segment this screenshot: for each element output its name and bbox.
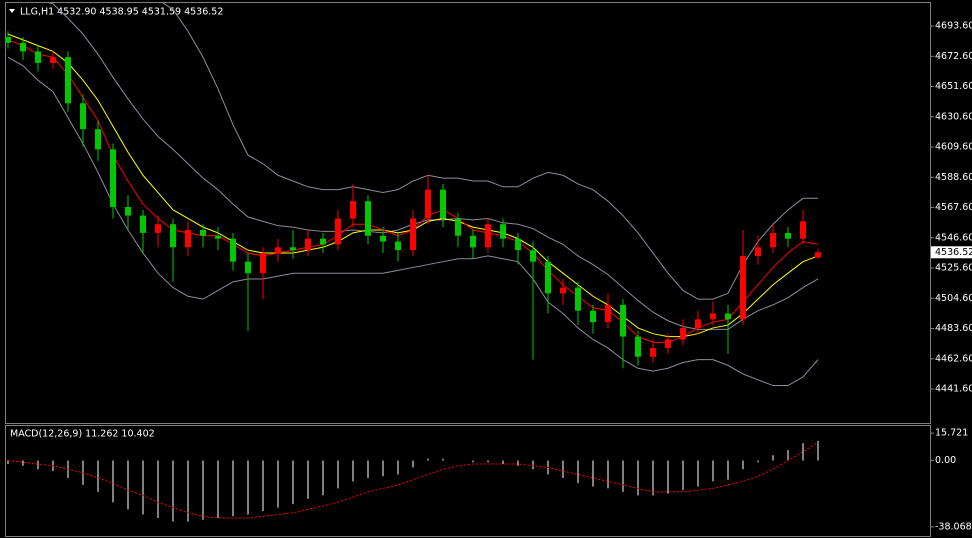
macd-signal	[7, 441, 819, 519]
candle-body	[425, 189, 431, 219]
candle-body	[305, 238, 311, 251]
candle-body	[485, 224, 491, 248]
candle-body	[155, 224, 161, 233]
candle-body	[815, 252, 821, 258]
candle-body	[620, 304, 626, 337]
candle-body	[20, 42, 26, 52]
candle-body	[260, 253, 266, 274]
price-axis: 4693.60 4672.60 4651.60 4630.60 4609.60 4588.…	[930, 21, 972, 532]
candle-body	[365, 201, 371, 236]
candle-body	[590, 310, 596, 323]
candle-body	[275, 247, 281, 254]
candle-body	[440, 189, 446, 219]
y-tick-label: 4567.60	[935, 202, 972, 213]
candle-body	[5, 36, 11, 43]
candle-body	[50, 57, 56, 63]
candle-body	[455, 218, 461, 236]
indicator-line	[162, 3, 818, 300]
main-frame	[5, 2, 931, 424]
macd-plot	[7, 440, 819, 522]
chart-title: LLG,H1 4532.90 4538.95 4531.59 4536.52	[20, 7, 223, 18]
candle-body	[140, 215, 146, 233]
candle-body	[290, 247, 296, 251]
candle-body	[560, 287, 566, 294]
y-tick-label: 4588.60	[935, 172, 972, 183]
y-tick-label: 4609.60	[935, 142, 972, 153]
candle-body	[35, 51, 41, 63]
candle-body	[185, 229, 191, 248]
macd-title: MACD(12,26,9) 11.262 10.402	[10, 429, 155, 440]
candle-body	[350, 201, 356, 219]
y-tick-label: 4630.60	[935, 111, 972, 122]
candle-body	[650, 348, 656, 357]
candle-body	[320, 238, 326, 245]
candle-body	[530, 250, 536, 262]
y-tick-label: -38.068	[935, 521, 972, 532]
candle-body	[710, 313, 716, 320]
candle-body	[215, 235, 221, 239]
price-marker	[931, 246, 972, 259]
y-tick-label: 4651.60	[935, 81, 972, 92]
candle-body	[635, 336, 641, 357]
candle-body	[410, 218, 416, 251]
candle-body	[785, 232, 791, 239]
candle-body	[500, 224, 506, 239]
y-tick-label: 4525.60	[935, 263, 972, 274]
candle-body	[125, 206, 131, 216]
y-tick-label: 15.721	[935, 428, 968, 439]
candle-body	[95, 129, 101, 150]
candle-body	[725, 313, 731, 320]
macd-frame	[5, 425, 931, 537]
menu-arrow[interactable]	[9, 9, 15, 13]
candle-body	[230, 238, 236, 262]
candle-body	[380, 235, 386, 242]
y-tick-label: 0.00	[935, 455, 956, 466]
candle-body	[65, 57, 71, 104]
candle-body	[680, 327, 686, 340]
y-tick-label: 4462.60	[935, 353, 972, 364]
candle-body	[665, 339, 671, 349]
y-tick-label: 4672.60	[935, 51, 972, 62]
candle-body	[200, 229, 206, 236]
candle-body	[515, 238, 521, 251]
candle-body	[335, 218, 341, 245]
candle-body	[110, 149, 116, 207]
y-tick-label: 4693.60	[935, 21, 972, 32]
y-tick-label: 4483.60	[935, 323, 972, 334]
y-tick-label: 4504.60	[935, 293, 972, 304]
candle-body	[605, 304, 611, 323]
candle-body	[575, 287, 581, 311]
candle-body	[695, 319, 701, 328]
candle-body	[170, 224, 176, 248]
price-plot	[5, 3, 821, 387]
price-marker-label: 4536.52	[935, 247, 972, 258]
candle-body	[800, 221, 806, 239]
y-tick-label: 4546.60	[935, 232, 972, 243]
candle-body	[755, 247, 761, 256]
candle-body	[245, 261, 251, 274]
candle-body	[80, 103, 86, 130]
y-tick-label: 4441.60	[935, 384, 972, 395]
candle-body	[770, 232, 776, 248]
candle-body	[395, 241, 401, 251]
candle-body	[545, 261, 551, 294]
candle-body	[470, 235, 476, 248]
candle-body	[740, 255, 746, 320]
